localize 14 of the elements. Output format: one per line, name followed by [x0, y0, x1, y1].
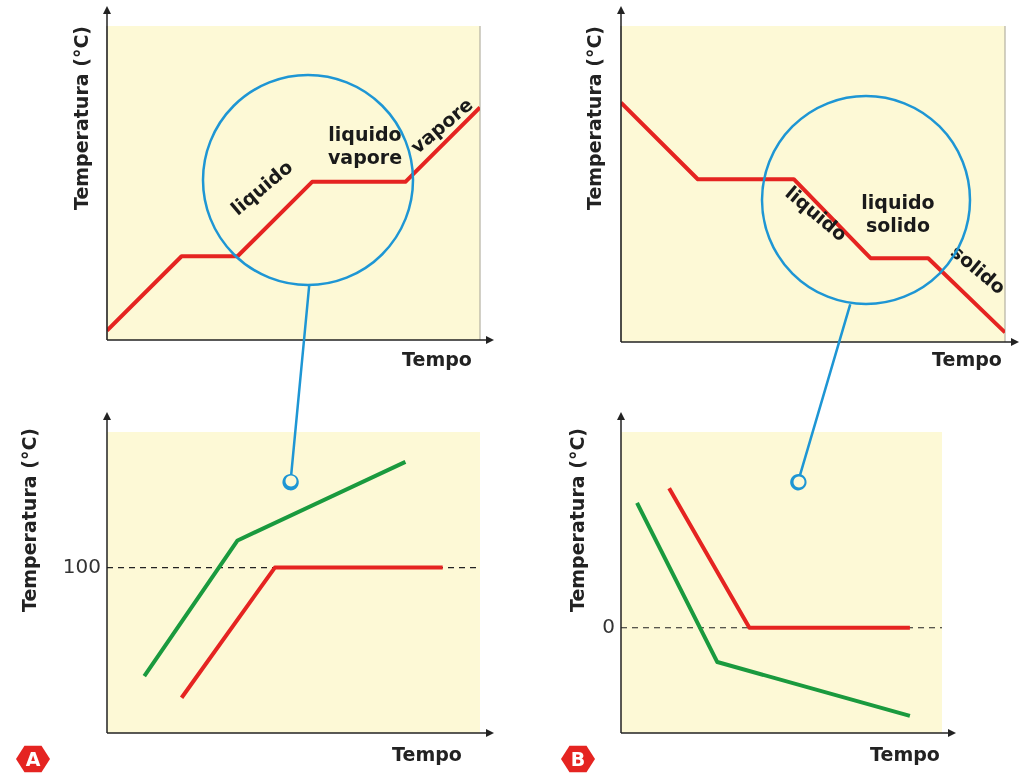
y-axis-title: Temperatura (°C): [565, 427, 588, 613]
text: 0: [602, 614, 615, 639]
annotation: liquido solido: [861, 191, 935, 236]
x-axis-title: Tempo: [932, 348, 1002, 370]
x-axis-title: Tempo: [870, 743, 940, 765]
text: B: [570, 747, 586, 770]
x-axis-title: Tempo: [402, 348, 472, 370]
y-axis-title: Temperatura (°C): [17, 427, 40, 613]
y-axis-title: Temperatura (°C): [69, 25, 92, 211]
text: 100: [62, 554, 101, 579]
annotation: liquido vapore: [327, 123, 403, 168]
text: A: [25, 747, 41, 770]
x-axis-title: Tempo: [392, 743, 462, 765]
y-axis-title: Temperatura (°C): [582, 25, 605, 211]
